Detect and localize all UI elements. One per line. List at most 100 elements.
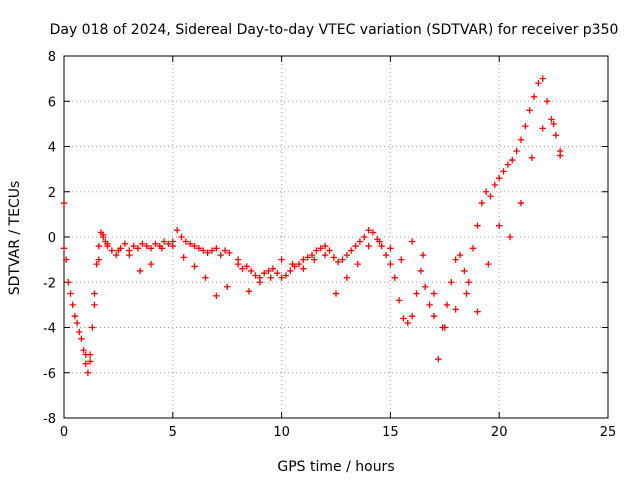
data-point-plus [80, 346, 87, 354]
data-point-plus [226, 249, 233, 257]
data-point-plus [200, 247, 207, 254]
data-point-plus [469, 245, 477, 252]
data-point-plus [441, 324, 448, 331]
data-point-plus [65, 279, 72, 286]
data-point-plus [278, 256, 285, 263]
data-point-plus [69, 301, 76, 309]
data-point-plus [430, 290, 438, 297]
data-point-plus [419, 251, 427, 259]
data-point-plus [71, 312, 79, 320]
data-point-plus [311, 256, 318, 263]
data-point-plus [426, 301, 433, 309]
x-axis-label: GPS time / hours [277, 459, 394, 475]
data-point-plus [165, 240, 172, 247]
data-point-plus [387, 260, 394, 268]
data-point-plus [239, 265, 246, 272]
data-point-plus [400, 315, 407, 322]
data-point-plus [130, 242, 137, 250]
data-point-plus [247, 267, 255, 275]
data-point-plus [369, 229, 377, 236]
y-tick-label: 0 [48, 231, 56, 246]
data-point-plus [552, 131, 559, 139]
data-point-plus [539, 75, 546, 82]
data-marks [60, 75, 564, 376]
data-point-plus [313, 247, 320, 254]
data-point-plus [78, 335, 85, 343]
data-point-plus [496, 174, 503, 182]
data-point-plus [91, 301, 98, 309]
data-point-plus [136, 267, 144, 275]
data-point-plus [178, 233, 185, 241]
data-point-plus [326, 247, 333, 254]
data-point-plus [202, 274, 209, 281]
data-point-plus [213, 245, 220, 252]
data-point-plus [535, 79, 542, 87]
data-point-plus [478, 199, 485, 207]
data-point-plus [387, 245, 394, 252]
data-point-plus [304, 254, 311, 261]
data-point-plus [485, 260, 492, 268]
data-point-plus [191, 263, 198, 270]
data-point-plus [448, 279, 455, 286]
data-point-plus [113, 251, 120, 259]
data-point-plus [513, 147, 520, 155]
data-point-plus [300, 256, 307, 263]
data-point-plus [191, 242, 198, 250]
data-point-plus [443, 301, 451, 309]
data-point-plus [252, 272, 259, 279]
data-point-plus [234, 256, 242, 263]
data-point-plus [60, 199, 68, 207]
data-point-plus [343, 274, 351, 281]
data-point-plus [550, 120, 557, 128]
data-point-plus [356, 238, 364, 245]
data-point-plus [530, 93, 538, 100]
data-point-plus [343, 251, 351, 259]
series-main [60, 75, 564, 376]
data-point-plus [382, 251, 390, 259]
data-point-plus [482, 188, 490, 195]
data-point-plus [89, 324, 96, 331]
data-point-plus [517, 136, 525, 143]
chart-title: Day 018 of 2024, Sidereal Day-to-day VTE… [50, 22, 619, 38]
data-point-plus [522, 122, 529, 130]
data-point-plus [295, 260, 303, 268]
data-point-plus [224, 283, 231, 290]
data-point-plus [62, 256, 70, 263]
data-point-plus [180, 254, 187, 261]
x-tick-label: 0 [60, 425, 68, 440]
data-point-plus [217, 251, 224, 259]
data-point-plus [463, 290, 470, 297]
x-tick-label: 20 [491, 425, 508, 440]
data-point-plus [289, 260, 296, 268]
data-point-plus [76, 328, 83, 336]
data-point-plus [274, 270, 281, 277]
data-point-plus [95, 242, 103, 250]
data-point-plus [147, 260, 155, 268]
data-point-plus [245, 288, 253, 295]
data-point-plus [93, 260, 100, 268]
data-point-plus [339, 256, 346, 263]
data-point-plus [282, 272, 290, 279]
data-point-plus [526, 107, 533, 114]
data-point-plus [334, 258, 342, 266]
data-point-plus [365, 227, 372, 234]
data-point-plus [147, 245, 155, 252]
data-point-plus [104, 240, 111, 247]
data-point-plus [413, 290, 420, 297]
data-point-plus [143, 242, 150, 250]
data-point-plus [391, 274, 398, 281]
data-point-plus [474, 308, 481, 315]
data-point-plus [169, 242, 176, 250]
data-point-plus [160, 238, 168, 245]
data-point-plus [260, 270, 268, 277]
data-point-plus [182, 238, 190, 245]
data-point-plus [452, 306, 459, 313]
y-tick-label: 8 [48, 50, 56, 65]
data-point-plus [408, 238, 416, 245]
grid-lines [64, 56, 608, 418]
data-point-plus [404, 319, 412, 327]
data-point-plus [121, 240, 129, 247]
data-point-plus [361, 233, 368, 241]
y-tick-label: -2 [43, 276, 56, 291]
